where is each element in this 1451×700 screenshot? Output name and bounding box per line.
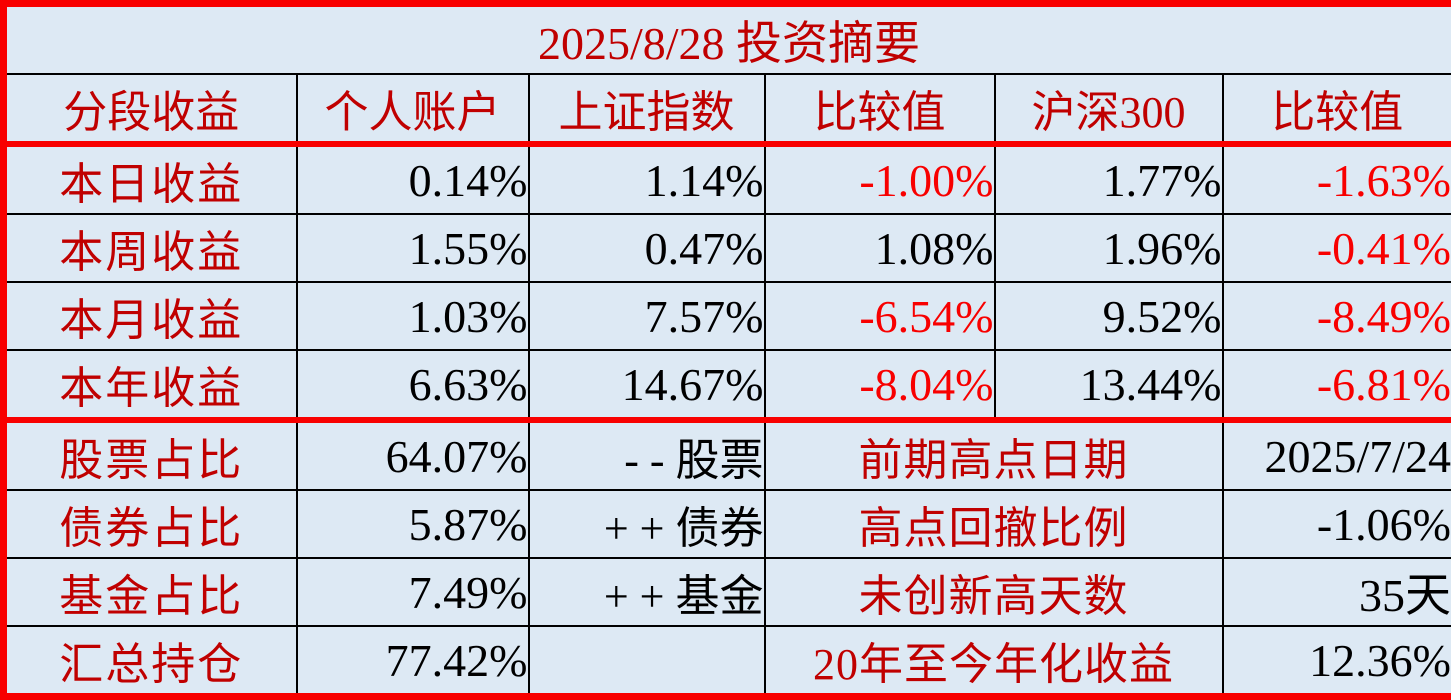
column-header-comparison-2: 比较值 [1223,74,1451,144]
daily-sse-value: 1.14% [529,144,765,214]
yearly-csi300-value: 13.44% [995,350,1223,420]
weekly-comparison-sse: 1.08% [765,214,995,282]
column-header-sse-index: 上证指数 [529,74,765,144]
title-row: 2025/8/28 投资摘要 [4,4,1451,75]
table-row-stock-ratio: 股票占比 64.07% - - 股票 前期高点日期 2025/7/24 [4,420,1451,490]
weekly-comparison-csi300: -0.41% [1223,214,1451,282]
column-header-segment: 分段收益 [4,74,297,144]
row-label-bond-ratio: 债券占比 [4,490,297,558]
daily-comparison-csi300: -1.63% [1223,144,1451,214]
table-row-weekly-return: 本周收益 1.55% 0.47% 1.08% 1.96% -0.41% [4,214,1451,282]
monthly-sse-value: 7.57% [529,282,765,350]
row-label-daily-return: 本日收益 [4,144,297,214]
row-label-fund-ratio: 基金占比 [4,558,297,626]
stock-ratio-value: 64.07% [297,420,529,490]
total-position-value: 77.42% [297,626,529,697]
weekly-csi300-value: 1.96% [995,214,1223,282]
bond-trend-note: + + 债券 [529,490,765,558]
stat-label-annualized-return-since-2020: 20年至今年化收益 [765,626,1223,697]
row-label-weekly-return: 本周收益 [4,214,297,282]
row-label-total-position: 汇总持仓 [4,626,297,697]
stat-label-days-without-new-high: 未创新高天数 [765,558,1223,626]
daily-csi300-value: 1.77% [995,144,1223,214]
stock-trend-note: - - 股票 [529,420,765,490]
monthly-comparison-sse: -6.54% [765,282,995,350]
table-row-monthly-return: 本月收益 1.03% 7.57% -6.54% 9.52% -8.49% [4,282,1451,350]
stat-label-drawdown-ratio: 高点回撤比例 [765,490,1223,558]
stat-label-previous-high-date: 前期高点日期 [765,420,1223,490]
empty-note-cell [529,626,765,697]
row-label-monthly-return: 本月收益 [4,282,297,350]
weekly-sse-value: 0.47% [529,214,765,282]
table-row-daily-return: 本日收益 0.14% 1.14% -1.00% 1.77% -1.63% [4,144,1451,214]
fund-ratio-value: 7.49% [297,558,529,626]
row-label-yearly-return: 本年收益 [4,350,297,420]
yearly-comparison-csi300: -6.81% [1223,350,1451,420]
page-title: 2025/8/28 投资摘要 [4,4,1451,75]
days-without-new-high-value: 35天 [1223,558,1451,626]
column-header-comparison-1: 比较值 [765,74,995,144]
daily-personal-value: 0.14% [297,144,529,214]
row-label-stock-ratio: 股票占比 [4,420,297,490]
table-row-fund-ratio: 基金占比 7.49% + + 基金 未创新高天数 35天 [4,558,1451,626]
bond-ratio-value: 5.87% [297,490,529,558]
monthly-csi300-value: 9.52% [995,282,1223,350]
daily-comparison-sse: -1.00% [765,144,995,214]
investment-summary-sheet: 2025/8/28 投资摘要 分段收益 个人账户 上证指数 比较值 沪深300 … [0,0,1451,668]
monthly-comparison-csi300: -8.49% [1223,282,1451,350]
yearly-comparison-sse: -8.04% [765,350,995,420]
fund-trend-note: + + 基金 [529,558,765,626]
yearly-sse-value: 14.67% [529,350,765,420]
table-row-yearly-return: 本年收益 6.63% 14.67% -8.04% 13.44% -6.81% [4,350,1451,420]
previous-high-date-value: 2025/7/24 [1223,420,1451,490]
column-header-csi300: 沪深300 [995,74,1223,144]
table-row-total-position: 汇总持仓 77.42% 20年至今年化收益 12.36% [4,626,1451,697]
yearly-personal-value: 6.63% [297,350,529,420]
drawdown-ratio-value: -1.06% [1223,490,1451,558]
table-row-bond-ratio: 债券占比 5.87% + + 债券 高点回撤比例 -1.06% [4,490,1451,558]
column-header-personal-account: 个人账户 [297,74,529,144]
annualized-return-value: 12.36% [1223,626,1451,697]
header-row: 分段收益 个人账户 上证指数 比较值 沪深300 比较值 [4,74,1451,144]
monthly-personal-value: 1.03% [297,282,529,350]
weekly-personal-value: 1.55% [297,214,529,282]
